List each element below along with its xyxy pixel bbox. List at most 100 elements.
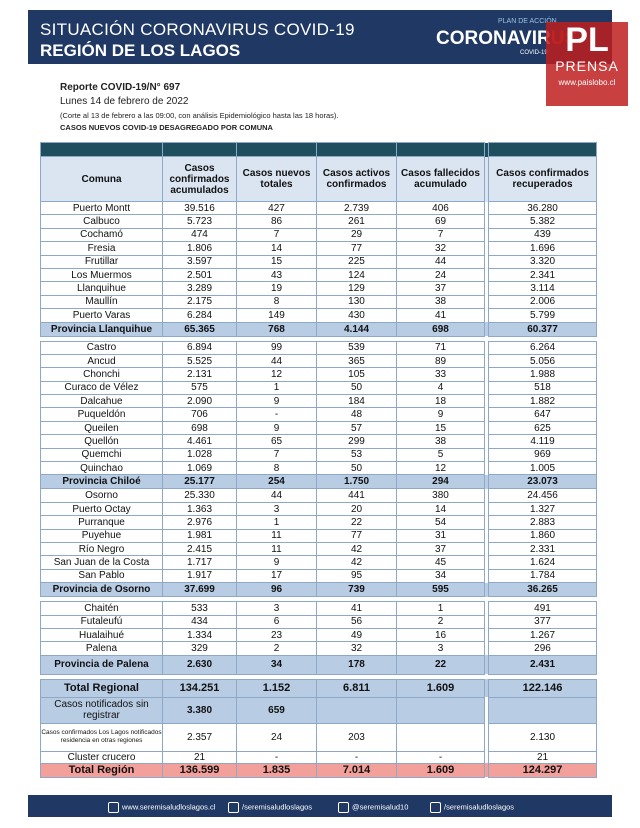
title: SITUACIÓN CORONAVIRUS COVID-19 <box>40 20 355 39</box>
value-cell: 329 <box>162 641 237 656</box>
value-cell: 130 <box>316 294 397 310</box>
value-cell: 5.056 <box>488 353 597 369</box>
table-row: Puerto Montt 39.516 427 2.739 406 36.280 <box>40 200 597 216</box>
gap-cell <box>484 241 489 256</box>
table-row: Futaleufú 434 6 56 2 377 <box>40 614 597 629</box>
comuna-cell: Llanquihue <box>40 281 163 296</box>
value-cell: 2.501 <box>162 267 237 283</box>
report-note: (Corte al 13 de febrero a las 09:00, con… <box>60 111 339 120</box>
value-cell <box>396 696 485 724</box>
value-cell: 25.330 <box>162 488 237 503</box>
comuna-cell: Cluster crucero <box>40 750 163 764</box>
value-cell: 6.811 <box>316 678 397 698</box>
value-cell: 1.005 <box>488 461 597 476</box>
value-cell: 439 <box>488 227 597 243</box>
table-row: Provincia de Osorno 37.699 96 739 595 36.265 <box>40 582 597 598</box>
value-cell: 37.699 <box>162 582 237 598</box>
value-cell: 5 <box>396 447 485 463</box>
value-cell: 53 <box>316 447 397 463</box>
table-row: Chonchi 2.131 12 105 33 1.988 <box>40 367 597 382</box>
value-cell: 768 <box>236 321 317 337</box>
value-cell: 124.297 <box>488 762 597 778</box>
value-cell: 36.280 <box>488 200 597 216</box>
comuna-cell: Provincia Llanquihue <box>40 321 163 337</box>
comuna-cell: Fresia <box>40 241 163 256</box>
table-row: Queilen 698 9 57 15 625 <box>40 420 597 436</box>
comuna-cell: Futaleufú <box>40 614 163 629</box>
value-cell: 254 <box>236 474 317 490</box>
gap-cell <box>484 655 489 675</box>
table-row: Castro 6.894 99 539 71 6.264 <box>40 340 597 355</box>
table-row: Casos notificados sin registrar 3.380 659 <box>40 696 597 724</box>
value-cell: 1.750 <box>316 474 397 490</box>
value-cell: 23 <box>236 627 317 643</box>
comuna-cell: Chonchi <box>40 367 163 382</box>
table-row: Ancud 5.525 44 365 89 5.056 <box>40 353 597 369</box>
value-cell: 149 <box>236 308 317 323</box>
gap-cell <box>484 255 489 269</box>
table-row: Frutillar 3.597 15 225 44 3.320 <box>40 254 597 269</box>
value-cell: 1.784 <box>488 568 597 584</box>
comuna-cell: Castro <box>40 340 163 355</box>
watermark-logo: PL <box>565 21 609 59</box>
value-cell: 44 <box>236 488 317 503</box>
value-cell: 294 <box>396 474 485 490</box>
gap-cell <box>484 354 489 368</box>
value-cell: 49 <box>316 627 397 643</box>
value-cell: 38 <box>396 434 485 449</box>
table-top-bar <box>40 142 597 157</box>
table-row: Cochamó 474 7 29 7 439 <box>40 227 597 243</box>
value-cell: 6.894 <box>162 340 237 355</box>
table-row: Llanquihue 3.289 19 129 37 3.114 <box>40 281 597 296</box>
value-cell: - <box>236 750 317 764</box>
value-cell <box>316 696 397 724</box>
comuna-cell: Río Negro <box>40 541 163 557</box>
table-row: Puyehue 1.981 11 77 31 1.860 <box>40 528 597 543</box>
value-cell: 12 <box>236 367 317 382</box>
value-cell: 43 <box>236 267 317 283</box>
value-cell: 22 <box>316 515 397 530</box>
value-cell: 19 <box>236 281 317 296</box>
value-cell <box>396 722 485 752</box>
header-row: Comuna Casos confirmados acumulados Casos … <box>40 156 597 202</box>
value-cell: 34 <box>396 568 485 584</box>
spacer-cell <box>484 674 489 680</box>
comuna-cell: Puerto Varas <box>40 308 163 323</box>
value-cell: 29 <box>316 227 397 243</box>
header-band: SITUACIÓN CORONAVIRUS COVID-19 REGIÓN DE… <box>28 10 612 64</box>
table-row: Puerto Varas 6.284 149 430 41 5.799 <box>40 308 597 323</box>
table-row: Quemchi 1.028 7 53 5 969 <box>40 447 597 463</box>
value-cell: 3 <box>236 501 317 517</box>
value-cell: 48 <box>316 407 397 422</box>
value-cell: 2.883 <box>488 515 597 530</box>
comuna-cell: Puqueldón <box>40 407 163 422</box>
table-row: Provincia de Palena 2.630 34 178 22 2.431 <box>40 654 597 675</box>
value-cell: 2.175 <box>162 294 237 310</box>
table-row: Total Región 136.599 1.835 7.014 1.609 124.29… <box>40 762 597 778</box>
table-row: Chaitén 533 3 41 1 491 <box>40 601 597 616</box>
bar-cell <box>488 142 597 157</box>
value-cell: 377 <box>488 614 597 629</box>
bar-cell <box>40 142 163 157</box>
value-cell: 1.860 <box>488 528 597 543</box>
column-header: Casos confirmados acumulados <box>162 156 237 202</box>
value-cell: 24.456 <box>488 488 597 503</box>
gap-cell <box>484 582 489 597</box>
gap-cell <box>484 228 489 242</box>
value-cell: 1.609 <box>396 762 485 778</box>
value-cell: 4.119 <box>488 434 597 449</box>
comuna-cell: Puerto Octay <box>40 501 163 517</box>
value-cell: 406 <box>396 200 485 216</box>
gap-cell <box>484 529 489 543</box>
value-cell: 25.177 <box>162 474 237 490</box>
value-cell: 1.334 <box>162 627 237 643</box>
value-cell: 434 <box>162 614 237 629</box>
value-cell: 625 <box>488 420 597 436</box>
value-cell: 2.630 <box>162 654 237 675</box>
value-cell: 2.130 <box>488 722 597 752</box>
footer-facebook: /seremisaludloslagos <box>242 802 313 812</box>
table-row: Purranque 2.976 1 22 54 2.883 <box>40 515 597 530</box>
value-cell: 38 <box>396 294 485 310</box>
value-cell: 11 <box>236 541 317 557</box>
